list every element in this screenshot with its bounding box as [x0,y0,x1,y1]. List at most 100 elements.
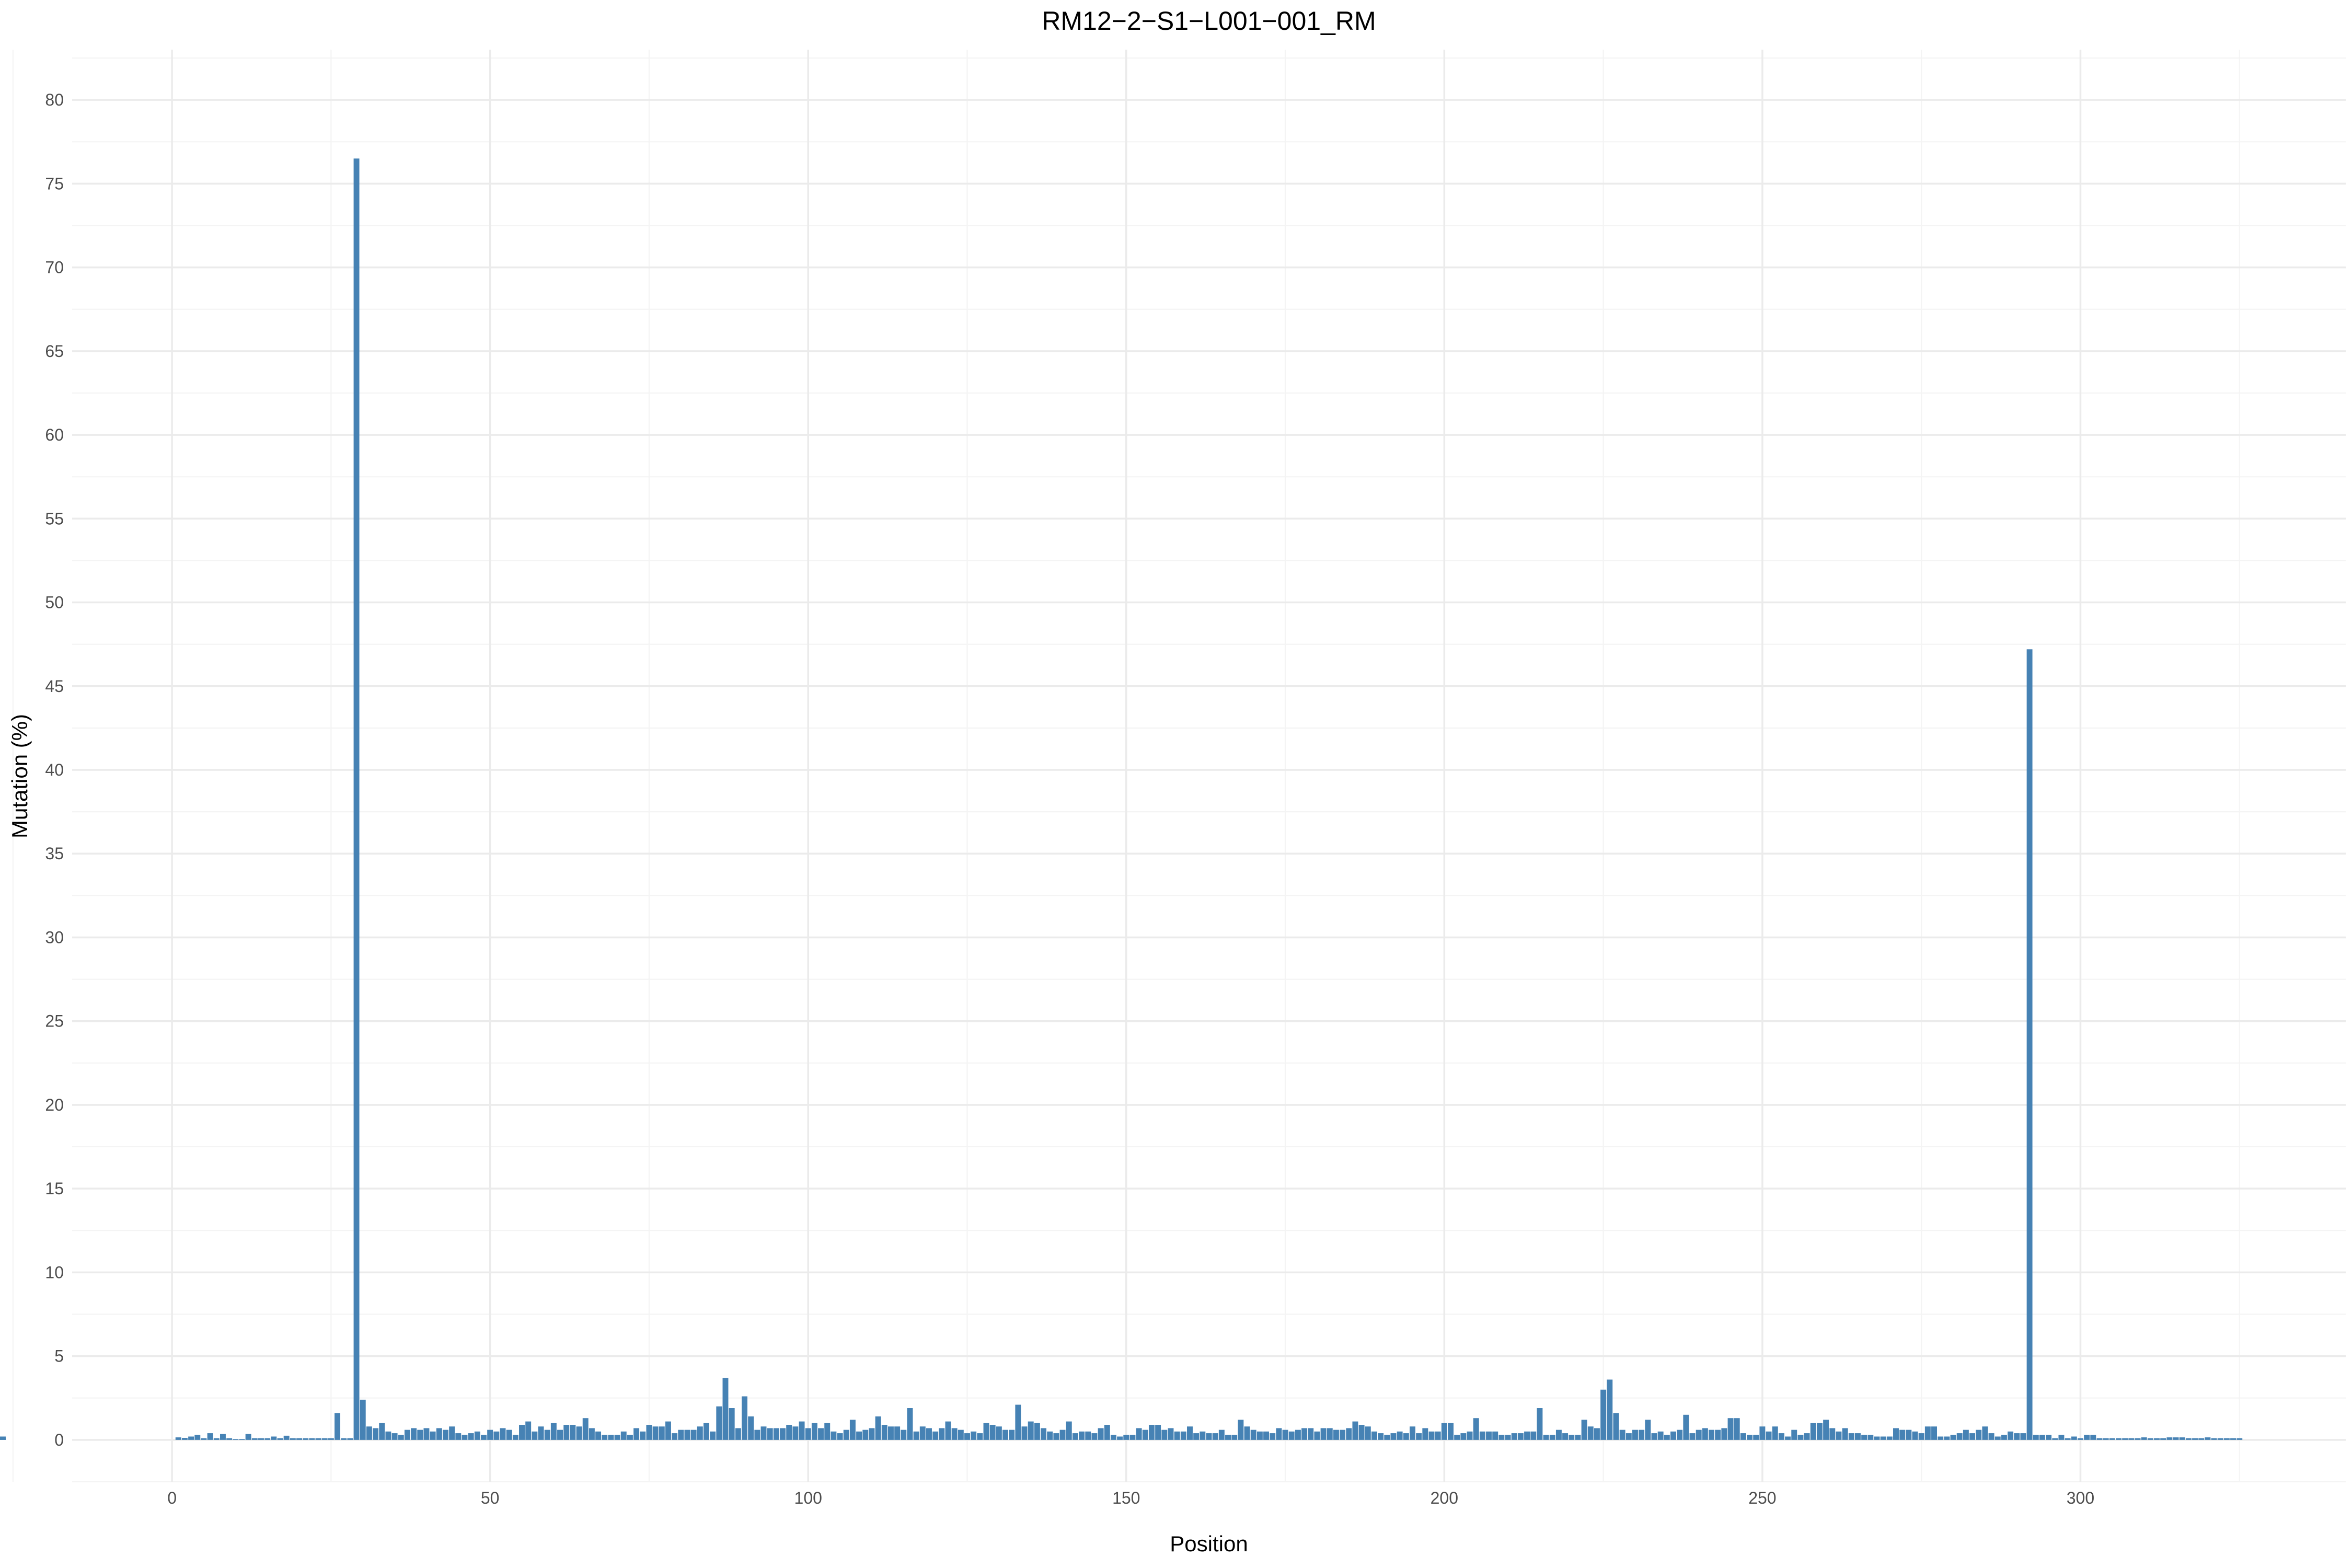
bar [506,1430,512,1440]
bar [2224,1438,2230,1440]
bar [1811,1423,1816,1440]
bar [220,1434,226,1440]
bar [443,1430,448,1440]
bar [1384,1435,1390,1440]
bar [1861,1435,1867,1440]
bar [1969,1433,1975,1440]
bar [1460,1433,1466,1440]
y-tick-label: 70 [45,258,64,277]
bar [366,1426,372,1440]
bar [1582,1420,1587,1439]
bar [1779,1433,1784,1440]
bar [862,1430,868,1440]
bar [2001,1435,2007,1440]
bar [1270,1433,1275,1440]
bar [952,1428,958,1439]
bar [1829,1428,1835,1439]
bar [1066,1422,1072,1440]
bar [1919,1433,1924,1440]
bar [1085,1432,1091,1440]
bar [1079,1432,1085,1440]
bar [1333,1430,1339,1440]
bar [1944,1436,1950,1439]
bar [316,1438,321,1440]
bar [1104,1425,1110,1440]
bar [946,1422,951,1440]
bar [678,1430,684,1440]
bar [1817,1423,1823,1440]
bar [1881,1436,1886,1439]
bar [1620,1430,1625,1440]
bar [1359,1425,1365,1440]
bar [1670,1432,1676,1440]
bar [653,1426,659,1440]
bar [525,1422,531,1440]
bar [2039,1435,2045,1440]
x-tick-label: 100 [794,1489,822,1507]
bar [246,1434,251,1440]
bar [379,1423,385,1440]
bar [0,1438,6,1440]
bar [767,1428,773,1439]
bar [684,1430,690,1440]
bar [1588,1426,1594,1440]
bar [2236,1438,2242,1440]
bar [633,1428,639,1439]
bar [423,1428,429,1439]
bar [1867,1435,1873,1440]
bar [1925,1426,1931,1440]
bar [1530,1432,1536,1440]
bar [570,1425,575,1440]
bar [2096,1438,2102,1440]
bar [436,1428,442,1439]
bar [1028,1422,1034,1440]
x-axis-title: Position [1170,1531,1248,1556]
bar [2154,1438,2160,1440]
bar [2078,1438,2083,1440]
x-tick-label: 300 [2067,1489,2094,1507]
bar [831,1432,836,1440]
bar [194,1435,200,1440]
bar [264,1438,270,1440]
bar [532,1432,537,1440]
bar [805,1428,811,1439]
bar [2109,1438,2115,1440]
bar [672,1433,677,1440]
bar [563,1425,569,1440]
bar [996,1426,1002,1440]
bar [2148,1438,2153,1440]
bar [1206,1433,1212,1440]
bar [354,158,360,1440]
bar [1951,1435,1956,1440]
bar [1562,1433,1568,1440]
bar [1492,1432,1498,1440]
y-tick-label: 80 [45,90,64,109]
y-tick-label: 25 [45,1012,64,1031]
bar [1690,1433,1696,1440]
bar [2014,1433,2020,1440]
bar [1283,1430,1288,1440]
bar [290,1438,296,1440]
bar [1906,1430,1911,1440]
bar [799,1422,805,1440]
bar [1683,1415,1689,1440]
bar [1429,1432,1435,1440]
bar [1244,1426,1250,1440]
bar [971,1432,976,1440]
bar [1467,1432,1473,1440]
bar [2008,1432,2013,1440]
bar [792,1426,798,1440]
bar [1569,1435,1574,1440]
bar [1613,1413,1619,1440]
bar [1740,1433,1746,1440]
y-tick-label: 65 [45,342,64,361]
bar [774,1428,779,1439]
bar [1658,1432,1664,1440]
bar [1849,1433,1854,1440]
bar [1791,1430,1797,1440]
bar [1931,1426,1937,1440]
x-tick-label: 200 [1431,1489,1458,1507]
bar [1002,1430,1008,1440]
bar [882,1425,887,1440]
bar [2160,1438,2166,1440]
